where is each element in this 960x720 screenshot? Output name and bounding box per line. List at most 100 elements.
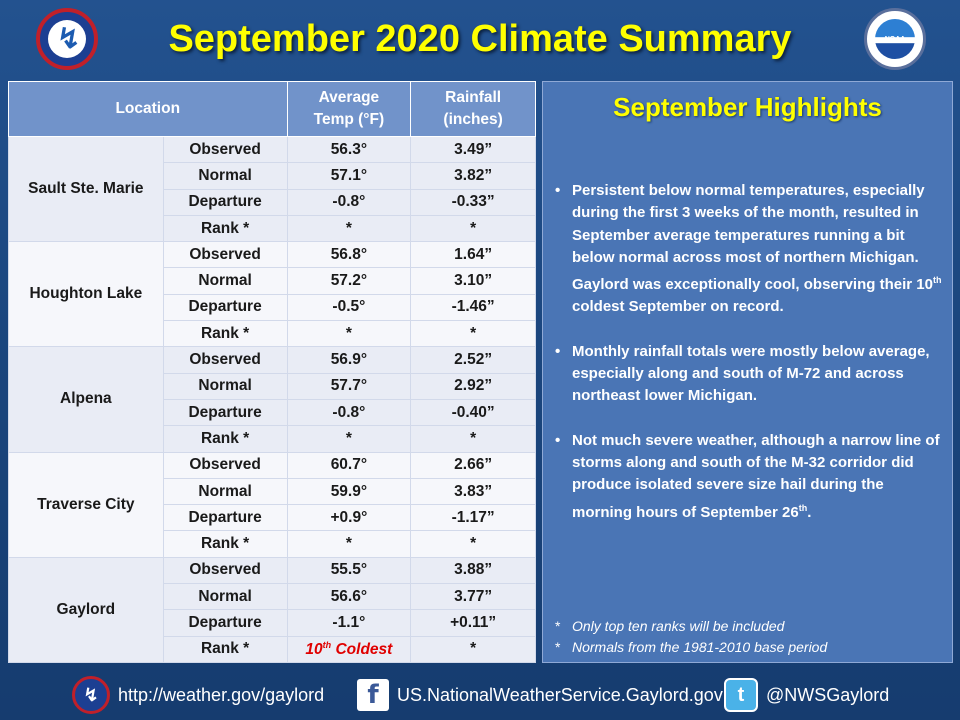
highlights-panel: September Highlights Persistent below no… <box>542 81 953 663</box>
footnote-rank: Only top ten ranks will be included <box>553 616 827 637</box>
row-label: Departure <box>162 188 288 216</box>
row-label: Departure <box>162 398 288 427</box>
table-row: Houghton Lake Observed 56.8° 1.64” <box>8 241 536 348</box>
row-label: Departure <box>162 609 288 637</box>
table-row: Rank * 10th Coldest * <box>9 635 536 663</box>
temp-value: * <box>286 530 412 558</box>
footnotes: Only top ten ranks will be included Norm… <box>553 616 827 658</box>
temp-value: 56.3° <box>286 135 412 164</box>
footer-twitter[interactable]: t @NWSGaylord <box>724 672 889 718</box>
facebook-link[interactable]: US.NationalWeatherService.Gaylord.gov <box>397 684 723 705</box>
noaa-logo-text: NOAA <box>884 36 906 43</box>
twitter-icon[interactable]: t <box>724 678 758 712</box>
table-body: Sault Ste. Marie Observed 56.3° 3.49” Normal… <box>8 135 536 663</box>
temp-value: 57.2° <box>286 267 412 295</box>
table-row: Traverse City Observed 60.7° 2.66” <box>8 451 536 558</box>
temp-value: 10th Coldest <box>286 635 412 663</box>
rain-value: * <box>410 214 536 243</box>
rain-value: 2.92” <box>410 372 536 400</box>
table-row: Normal 57.2° 3.10” <box>9 267 536 295</box>
temp-value: -0.8° <box>286 188 412 216</box>
website-link[interactable]: http://weather.gov/gaylord <box>118 684 325 705</box>
highlights-list: Persistent below normal temperatures, es… <box>553 180 943 546</box>
row-label: Rank * <box>162 635 288 663</box>
temp-value: 60.7° <box>286 451 412 479</box>
header-rainfall: Rainfall (inches) <box>410 81 536 137</box>
rain-value: -1.17” <box>410 504 536 532</box>
nws-logo-icon <box>36 8 98 70</box>
row-label: Normal <box>162 583 288 611</box>
temp-value: 56.9° <box>286 346 412 374</box>
noaa-logo-icon: NOAA <box>864 8 926 70</box>
highlight-bullet-1: Persistent below normal temperatures, es… <box>553 180 943 319</box>
temp-value: 59.9° <box>286 477 412 506</box>
footer-website[interactable]: ↯ http://weather.gov/gaylord <box>72 672 324 718</box>
rain-value: 3.77” <box>410 583 536 611</box>
table-row: Gaylord Observed 55.5° 3.88” <box>8 556 536 663</box>
row-label: Observed <box>162 135 288 164</box>
temp-value: 55.5° <box>286 556 412 585</box>
temp-value: 56.6° <box>286 583 412 611</box>
temp-value: * <box>286 214 412 243</box>
table-row: Departure -0.5° -1.46” <box>9 293 536 322</box>
rain-value: 3.88” <box>410 556 536 585</box>
table-row: Normal 56.6° 3.77” <box>9 583 536 611</box>
temp-value: * <box>286 425 412 453</box>
rain-value: 3.83” <box>410 477 536 506</box>
station-name: Gaylord <box>8 556 164 663</box>
header-temp: Average Temp (°F) <box>286 81 412 137</box>
station-name: Traverse City <box>8 451 164 558</box>
station-name: Houghton Lake <box>8 241 164 348</box>
table-row: Alpena Observed 56.9° 2.52” <box>8 346 536 453</box>
row-label: Observed <box>162 451 288 479</box>
row-label: Normal <box>162 477 288 506</box>
station-name: Sault Ste. Marie <box>8 135 164 243</box>
row-label: Rank * <box>162 214 288 243</box>
table-row: Departure +0.9° -1.17” <box>9 504 536 532</box>
temp-value: -0.8° <box>286 398 412 427</box>
temp-value: 56.8° <box>286 241 412 269</box>
temp-value: * <box>286 320 412 348</box>
header-location: Location <box>8 81 288 137</box>
rain-value: 2.52” <box>410 346 536 374</box>
rain-value: * <box>410 635 536 663</box>
temp-value: +0.9° <box>286 504 412 532</box>
rain-value: * <box>410 320 536 348</box>
temp-value: -0.5° <box>286 293 412 322</box>
row-label: Normal <box>162 372 288 400</box>
rain-value: 1.64” <box>410 241 536 269</box>
row-label: Observed <box>162 346 288 374</box>
row-label: Rank * <box>162 425 288 453</box>
station-name: Alpena <box>8 346 164 453</box>
footer: ↯ http://weather.gov/gaylord f US.Nation… <box>0 672 960 718</box>
climate-table: Location Average Temp (°F) Rainfall (inche… <box>8 81 536 663</box>
rain-value: -1.46” <box>410 293 536 322</box>
row-label: Normal <box>162 162 288 190</box>
rain-value: * <box>410 530 536 558</box>
row-label: Observed <box>162 556 288 585</box>
temp-value: 57.1° <box>286 162 412 190</box>
highlight-bullet-2: Monthly rainfall totals were mostly belo… <box>553 341 943 408</box>
row-label: Departure <box>162 504 288 532</box>
rain-value: * <box>410 425 536 453</box>
rain-value: 3.49” <box>410 135 536 164</box>
rain-value: -0.33” <box>410 188 536 216</box>
footer-facebook[interactable]: f US.NationalWeatherService.Gaylord.gov <box>357 672 723 718</box>
highlight-bullet-3: Not much severe weather, although a narr… <box>553 430 943 524</box>
footnote-normals: Normals from the 1981-2010 base period <box>553 637 827 658</box>
row-label: Rank * <box>162 530 288 558</box>
table-row: Rank * * * <box>9 320 536 348</box>
row-label: Observed <box>162 241 288 269</box>
rain-value: 3.10” <box>410 267 536 295</box>
row-label: Normal <box>162 267 288 295</box>
page-title: September 2020 Climate Summary <box>168 18 792 60</box>
facebook-icon[interactable]: f <box>357 679 389 711</box>
table-row: Departure -1.1° +0.11” <box>9 609 536 637</box>
temp-value: 57.7° <box>286 372 412 400</box>
table-row: Departure -0.8° -0.40” <box>9 398 536 427</box>
highlights-title: September Highlights <box>613 92 882 122</box>
twitter-link[interactable]: @NWSGaylord <box>766 684 890 705</box>
table-row: Departure -0.8° -0.33” <box>9 188 536 216</box>
rain-value: +0.11” <box>410 609 536 637</box>
row-label: Departure <box>162 293 288 322</box>
